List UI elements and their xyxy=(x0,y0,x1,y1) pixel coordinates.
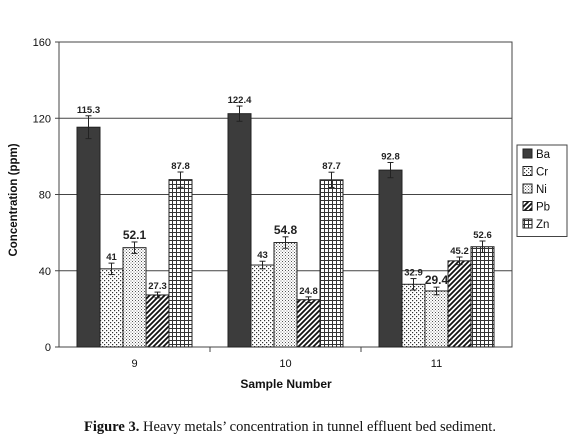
legend-swatch-ni xyxy=(522,183,533,194)
bar-zn xyxy=(168,179,193,348)
x-axis-title: Sample Number xyxy=(240,377,332,391)
bar-ni xyxy=(122,247,147,348)
data-label: 43 xyxy=(257,250,268,261)
bar-ni xyxy=(273,242,298,348)
data-label: 54.8 xyxy=(274,223,298,237)
y-tick-label: 120 xyxy=(33,113,51,125)
legend-label-ba: Ba xyxy=(536,149,551,161)
x-tick-label: 9 xyxy=(131,358,137,370)
x-tick-label: 10 xyxy=(279,358,291,370)
legend-label-cr: Cr xyxy=(536,167,548,179)
bar-ni xyxy=(424,290,449,348)
bar-ba xyxy=(378,169,403,348)
data-label: 52.1 xyxy=(123,228,147,242)
y-tick-label: 80 xyxy=(39,190,51,202)
data-label: 27.3 xyxy=(148,281,167,292)
caption-text: Heavy metals’ concentration in tunnel ef… xyxy=(139,419,496,435)
data-label: 24.8 xyxy=(299,286,318,297)
data-label: 115.3 xyxy=(77,105,100,116)
caption-label: Figure 3. xyxy=(84,419,140,435)
legend-label-zn: Zn xyxy=(536,219,549,231)
data-label: 41 xyxy=(106,252,117,263)
y-tick-label: 0 xyxy=(45,342,51,354)
legend-swatch-ba xyxy=(522,148,533,159)
data-label: 87.8 xyxy=(171,161,190,172)
data-label: 45.2 xyxy=(450,246,469,257)
bar-cr xyxy=(99,268,124,348)
bar-zn xyxy=(319,179,344,348)
data-label: 92.8 xyxy=(381,151,400,162)
legend-swatch-cr xyxy=(522,166,533,176)
figure-caption: Figure 3. Heavy metals’ concentration in… xyxy=(0,419,580,436)
legend-swatch-zn xyxy=(522,218,533,229)
bar-cr xyxy=(401,283,426,348)
data-label: 87.7 xyxy=(322,161,341,172)
bar-pb xyxy=(447,260,472,348)
bar-zn xyxy=(470,246,495,348)
y-axis-title: Concentration (ppm) xyxy=(8,143,20,256)
legend-label-ni: Ni xyxy=(536,184,547,196)
bar-pb xyxy=(296,299,321,348)
bar-ba xyxy=(76,126,101,348)
bar-pb xyxy=(145,294,170,348)
data-label: 52.6 xyxy=(473,230,492,241)
y-tick-label: 160 xyxy=(33,37,51,49)
bar-ba xyxy=(227,113,252,348)
data-label: 122.4 xyxy=(228,95,252,106)
bar-cr xyxy=(250,264,275,348)
data-label: 32.9 xyxy=(404,268,423,279)
legend-label-pb: Pb xyxy=(536,202,550,214)
y-tick-label: 40 xyxy=(39,266,51,278)
legend-swatch-pb xyxy=(522,201,533,211)
data-label: 29.4 xyxy=(425,273,449,287)
chart: 0 40 80 120 160 9 115.3 41 52.1 27.3 87.8 10 122.4 43… xyxy=(8,37,568,391)
x-tick-label: 11 xyxy=(431,358,442,370)
